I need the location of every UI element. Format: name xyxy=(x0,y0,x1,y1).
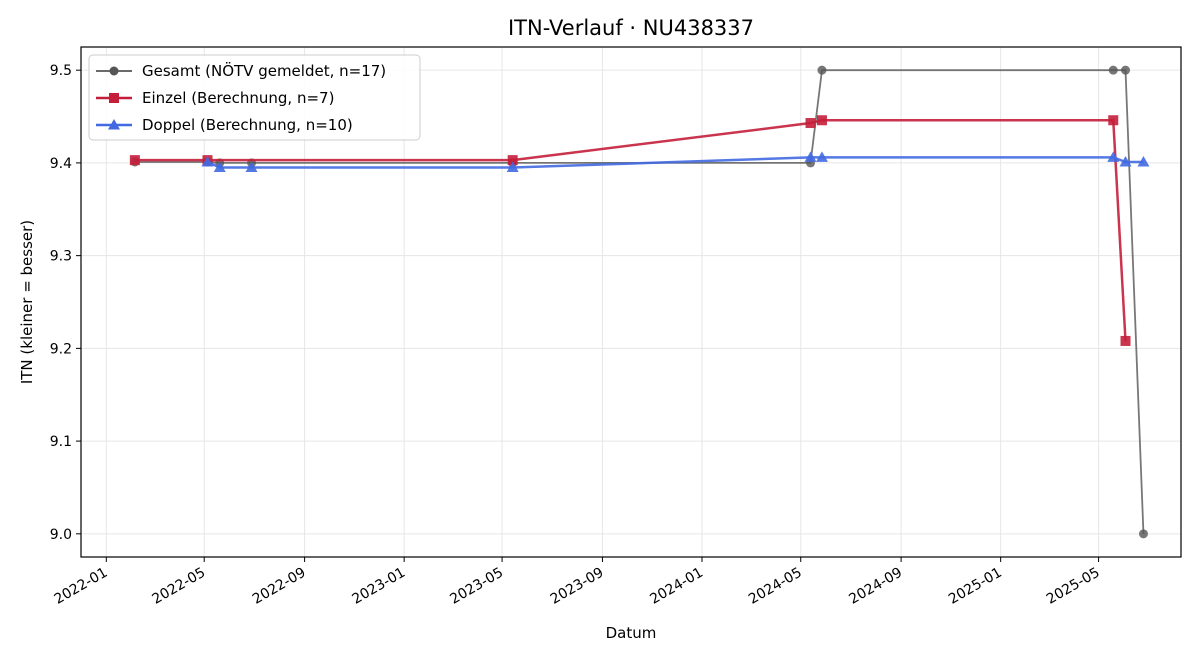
y-tick-label: 9.5 xyxy=(50,63,72,79)
x-tick-label: 2022-09 xyxy=(250,565,309,608)
y-tick-label: 9.4 xyxy=(50,156,72,172)
data-point xyxy=(1138,529,1148,539)
data-point xyxy=(1121,65,1131,75)
x-tick-label: 2023-01 xyxy=(349,565,408,608)
chart-title: ITN-Verlauf · NU438337 xyxy=(508,16,754,40)
x-axis-label: Datum xyxy=(606,624,657,642)
legend: Gesamt (NÖTV gemeldet, n=17) Einzel (Bere… xyxy=(88,54,421,141)
legend-label: Gesamt (NÖTV gemeldet, n=17) xyxy=(142,61,386,80)
legend-label: Doppel (Berechnung, n=10) xyxy=(142,116,353,134)
y-axis-label: ITN (kleiner = besser) xyxy=(18,220,36,384)
data-point xyxy=(1108,115,1119,126)
series-2 xyxy=(201,151,1150,173)
legend-marker xyxy=(109,93,119,103)
data-point xyxy=(245,161,258,173)
legend-marker xyxy=(109,66,119,76)
data-point xyxy=(1107,151,1120,162)
x-tick-label: 2022-01 xyxy=(52,565,111,608)
y-tick-label: 9.2 xyxy=(50,341,72,357)
plot-frame xyxy=(80,46,1182,558)
legend-box xyxy=(88,54,421,141)
data-point xyxy=(1108,65,1118,75)
legend-marker xyxy=(108,119,120,130)
data-point xyxy=(816,115,827,126)
data-point xyxy=(1119,155,1132,167)
grid xyxy=(81,47,1181,557)
x-tick-label: 2024-09 xyxy=(846,565,905,608)
y-tick-label: 9.3 xyxy=(50,249,72,265)
data-point xyxy=(507,155,518,166)
ticks: 2022-01 2022-05 2022-09 2023-01 2023-05 2023-… xyxy=(50,63,1103,608)
data-point xyxy=(815,151,828,162)
x-tick-label: 2025-01 xyxy=(946,565,1005,608)
data-point xyxy=(805,118,816,129)
x-tick-label: 2024-01 xyxy=(647,565,706,608)
legend-label: Einzel (Berechnung, n=7) xyxy=(142,89,334,107)
data-point xyxy=(1120,335,1131,346)
x-tick-label: 2024-05 xyxy=(746,565,805,608)
x-tick-label: 2023-09 xyxy=(548,565,607,608)
data-point xyxy=(129,155,140,166)
x-tick-label: 2025-05 xyxy=(1044,565,1103,608)
series-layer xyxy=(129,65,1150,539)
x-tick-label: 2023-05 xyxy=(447,565,506,608)
data-point xyxy=(804,151,817,162)
data-point xyxy=(817,65,827,75)
x-tick-label: 2022-05 xyxy=(150,565,209,608)
data-point xyxy=(213,161,226,173)
y-tick-label: 9.0 xyxy=(50,527,72,543)
series-line xyxy=(134,119,1127,342)
data-point xyxy=(506,161,519,173)
y-tick-label: 9.1 xyxy=(50,434,72,450)
data-point xyxy=(1137,155,1150,167)
series-1 xyxy=(129,115,1131,346)
data-point xyxy=(201,155,214,167)
